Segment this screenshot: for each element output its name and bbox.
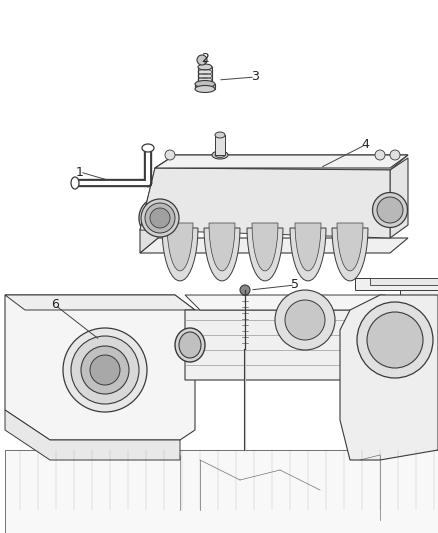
Circle shape: [71, 336, 139, 404]
Polygon shape: [340, 295, 438, 460]
Polygon shape: [332, 228, 368, 281]
Polygon shape: [5, 450, 438, 533]
Text: 3: 3: [251, 70, 259, 84]
Circle shape: [390, 150, 400, 160]
Polygon shape: [337, 223, 363, 271]
Circle shape: [240, 285, 250, 295]
Polygon shape: [155, 155, 408, 168]
Polygon shape: [290, 228, 326, 281]
Text: 6: 6: [51, 298, 59, 311]
Ellipse shape: [372, 192, 407, 228]
Circle shape: [357, 302, 433, 378]
Circle shape: [367, 312, 423, 368]
Polygon shape: [195, 84, 215, 89]
Text: 2: 2: [201, 52, 209, 64]
Ellipse shape: [179, 332, 201, 358]
Circle shape: [285, 300, 325, 340]
Polygon shape: [5, 295, 195, 440]
Circle shape: [81, 346, 129, 394]
Circle shape: [90, 355, 120, 385]
Circle shape: [375, 150, 385, 160]
Polygon shape: [204, 228, 240, 281]
Polygon shape: [370, 278, 438, 285]
Ellipse shape: [141, 199, 179, 237]
Text: 1: 1: [76, 166, 84, 179]
Polygon shape: [185, 310, 400, 380]
Ellipse shape: [175, 328, 205, 362]
Ellipse shape: [195, 80, 215, 87]
Text: 5: 5: [291, 279, 299, 292]
Text: 4: 4: [361, 139, 369, 151]
Ellipse shape: [150, 208, 170, 228]
Ellipse shape: [215, 152, 225, 157]
Polygon shape: [209, 223, 235, 271]
Ellipse shape: [377, 197, 403, 223]
Ellipse shape: [215, 132, 225, 138]
Ellipse shape: [198, 64, 212, 70]
Polygon shape: [295, 223, 321, 271]
Ellipse shape: [195, 85, 215, 93]
Polygon shape: [252, 223, 278, 271]
Polygon shape: [198, 67, 212, 84]
Polygon shape: [215, 135, 225, 155]
Polygon shape: [167, 223, 193, 271]
Circle shape: [275, 290, 335, 350]
Polygon shape: [355, 278, 438, 290]
Polygon shape: [185, 295, 400, 310]
Polygon shape: [400, 285, 438, 320]
Polygon shape: [5, 410, 180, 460]
Polygon shape: [247, 228, 283, 281]
Circle shape: [165, 150, 175, 160]
Ellipse shape: [212, 151, 228, 159]
Ellipse shape: [145, 203, 175, 233]
Polygon shape: [5, 295, 195, 310]
Polygon shape: [140, 238, 408, 253]
Circle shape: [63, 328, 147, 412]
Ellipse shape: [142, 144, 154, 152]
Polygon shape: [140, 215, 158, 253]
Polygon shape: [155, 155, 408, 170]
Circle shape: [144, 179, 152, 187]
Polygon shape: [140, 155, 175, 230]
Ellipse shape: [71, 177, 79, 189]
Polygon shape: [162, 228, 198, 281]
Polygon shape: [140, 168, 390, 238]
Polygon shape: [390, 158, 408, 238]
Circle shape: [197, 55, 207, 65]
